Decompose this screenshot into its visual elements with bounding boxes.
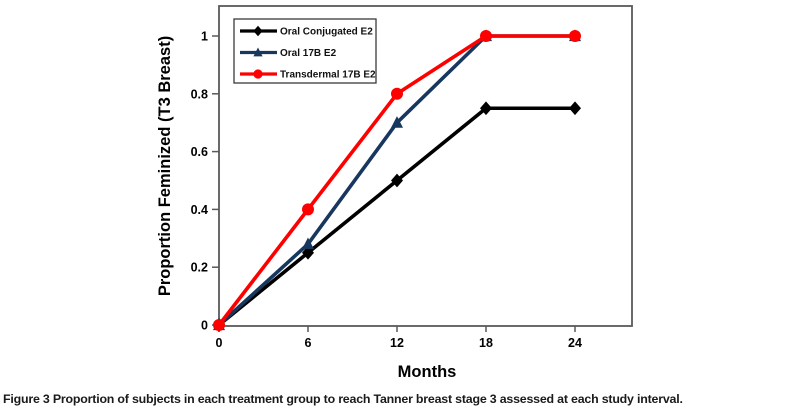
x-tick-label: 6: [305, 336, 312, 350]
y-tick-label: 0.4: [191, 203, 208, 217]
diamond-marker: [391, 173, 403, 188]
legend-label: Oral Conjugated E2: [280, 27, 373, 38]
y-tick-label: 0.6: [191, 145, 208, 159]
feminization-line-chart: 0 0.2 0.4 0.6 0.8 1 0 6 12 18 24 Oral Conjugated E2…: [156, 5, 633, 381]
y-tick-label: 0.8: [191, 87, 208, 101]
figure-caption-label: Figure 3: [3, 392, 50, 406]
x-tick-label: 24: [568, 336, 582, 350]
x-tick-label: 18: [479, 336, 493, 350]
circle-marker: [253, 69, 263, 79]
triangle-marker: [302, 237, 314, 250]
legend-label: Transdermal 17B E2: [280, 70, 376, 81]
diamond-marker: [302, 245, 314, 260]
circle-marker: [302, 203, 314, 216]
circle-marker: [213, 319, 225, 331]
circle-marker: [391, 87, 403, 100]
x-axis-title: Months: [398, 363, 457, 381]
diamond-marker: [253, 25, 263, 37]
y-tick-label: 0.2: [191, 261, 208, 275]
chart-canvas: 0 0.2 0.4 0.6 0.8 1 0 6 12 18 24 Oral Conjugated E2…: [156, 5, 633, 381]
y-tick-label: 1: [201, 30, 208, 44]
diamond-marker: [480, 101, 492, 116]
x-tick-label: 12: [390, 336, 404, 350]
figure-caption-text: Proportion of subjects in each treatment…: [52, 392, 683, 406]
legend: Oral Conjugated E2 Oral 17B E2 Transdermal…: [233, 18, 377, 84]
circle-marker: [569, 30, 581, 42]
diamond-marker: [569, 101, 581, 116]
x-tick-label: 0: [216, 336, 223, 350]
figure-caption: Figure 3 Proportion of subjects in each …: [3, 391, 783, 407]
y-axis-title: Proportion Feminized (T3 Breast): [156, 36, 174, 296]
series-circle: [213, 30, 581, 331]
y-tick-label: 0: [201, 319, 208, 333]
triangle-marker: [391, 116, 403, 128]
triangle-marker: [253, 47, 263, 57]
circle-marker: [480, 30, 492, 42]
legend-label: Oral 17B E2: [280, 48, 337, 59]
